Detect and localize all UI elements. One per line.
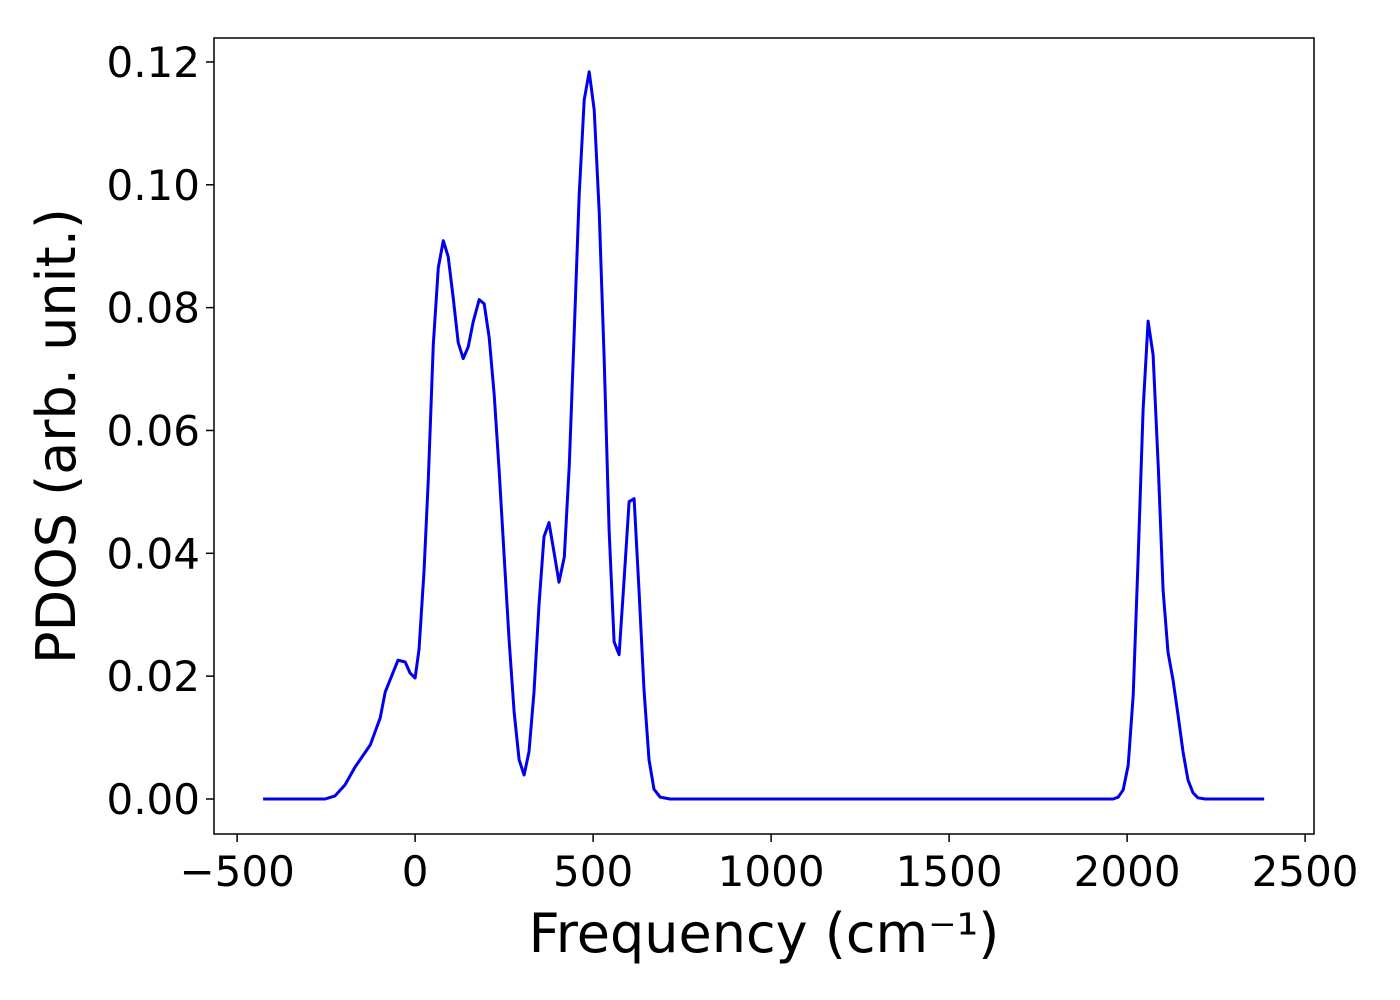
data-line [263, 70, 1265, 801]
y-tick-label: 0.02 [106, 652, 200, 701]
y-tick-label: 0.08 [106, 284, 200, 333]
plot-frame [213, 37, 1315, 835]
x-tick-label: 2500 [1252, 847, 1359, 896]
y-tick-label: 0.12 [106, 38, 200, 87]
y-tick-label: 0.00 [106, 775, 200, 824]
x-tick-label: 1500 [896, 847, 1003, 896]
y-tick-label: 0.06 [106, 406, 200, 455]
y-axis-label: PDOS (arb. unit.) [25, 208, 88, 664]
x-tick-label: 500 [553, 847, 633, 896]
y-tick-label: 0.10 [106, 161, 200, 210]
x-tick-label: 0 [402, 847, 429, 896]
y-tick-label: 0.04 [106, 529, 200, 578]
x-axis-label: Frequency (cm⁻¹) [529, 902, 1000, 965]
x-tick-label: 2000 [1074, 847, 1181, 896]
x-tick-label: −500 [179, 847, 294, 896]
x-tick-label: 1000 [718, 847, 825, 896]
